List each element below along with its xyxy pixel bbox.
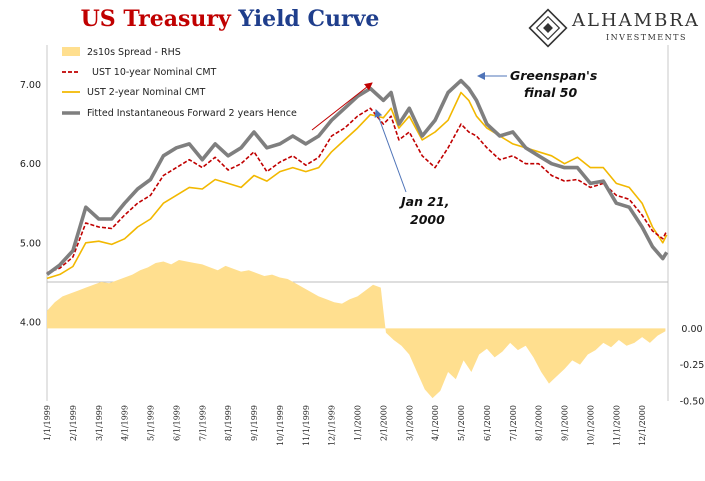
x-tick-label: 9/1/2000 [561,405,570,441]
series-forward-line [45,78,669,276]
annotation-greenspan-line1: Greenspan's [510,68,597,83]
x-tick-label: 2/1/1999 [69,405,78,441]
x-tick-label: 5/1/2000 [457,405,466,441]
logo-name: ALHAMBRA [572,10,700,31]
y-right-tick-label: -0.25 [680,360,705,371]
x-tick-label: 11/1/1999 [302,405,311,446]
x-tick-label: 3/1/2000 [405,405,414,441]
x-tick-label: 10/1/2000 [586,405,595,446]
logo-subtitle: INVESTMENTS [606,33,687,42]
x-tick-label: 6/1/1999 [172,405,181,441]
x-tick-label: 4/1/1999 [121,405,130,441]
x-tick-label: 4/1/2000 [431,405,440,441]
x-tick-label: 12/1/2000 [638,405,647,446]
legend-label-forward: Fitted Instantaneous Forward 2 years Hen… [87,108,297,119]
y-left-tick-label: 6.00 [20,159,41,170]
annotation-jan21-line1: Jan 21, [398,194,449,209]
annotation-arrow-jan21 [374,109,407,193]
x-tick-label: 6/1/2000 [483,405,492,441]
legend-label-two-year: UST 2-year Nominal CMT [87,87,205,98]
alhambra-logo-icon [528,8,568,48]
x-tick-label: 1/1/2000 [354,405,363,441]
x-tick-label: 1/1/1999 [43,405,52,441]
x-tick-label: 10/1/1999 [276,405,285,446]
legend-swatch-spread [62,47,80,56]
chart-title: US Treasury Yield Curve [0,6,460,32]
annotation-arrow-red [311,82,373,131]
y-left-tick-label: 4.00 [20,317,41,328]
series-spread-area [47,260,666,399]
x-tick-label: 7/1/1999 [198,405,207,441]
y-right-tick-label: 0.00 [681,324,702,335]
x-tick-label: 12/1/1999 [328,405,337,446]
annotation-jan21-line2: 2000 [410,212,445,227]
series-ten-year-line [46,107,668,274]
x-tick-label: 3/1/1999 [95,405,104,441]
legend-label-spread: 2s10s Spread - RHS [87,47,181,58]
title-part-1: US Treasury [80,6,231,32]
x-tick-label: 5/1/1999 [147,405,156,441]
y-left-tick-label: 5.00 [20,238,41,249]
x-tick-label: 7/1/2000 [509,405,518,441]
x-tick-label: 11/1/2000 [612,405,621,446]
title-part-2: Yield Curve [238,6,380,32]
annotation-greenspan-line2: final 50 [524,85,578,100]
x-tick-label: 8/1/1999 [224,405,233,441]
y-right-tick-label: -0.50 [680,397,705,408]
y-left-tick-label: 7.00 [20,80,41,91]
legend-label-ten-year: UST 10-year Nominal CMT [92,67,217,78]
x-tick-label: 9/1/1999 [250,405,259,441]
x-tick-label: 8/1/2000 [535,405,544,441]
legend: 2s10s Spread - RHS UST 10-year Nominal C… [62,47,297,119]
x-tick-label: 2/1/2000 [379,405,388,441]
